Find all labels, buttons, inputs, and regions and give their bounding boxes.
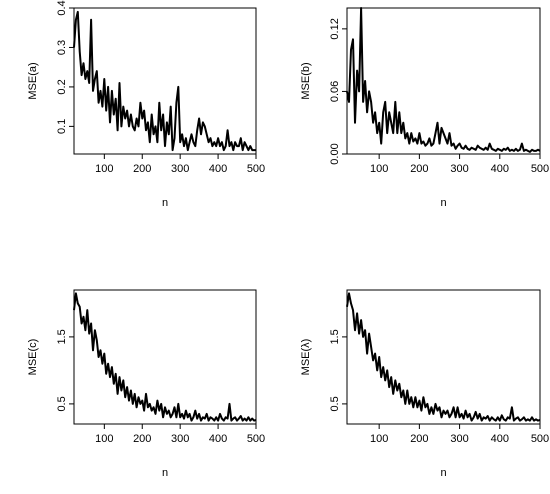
y-axis-title: MSE(b)	[300, 62, 312, 99]
x-tick-label: 400	[209, 163, 227, 175]
x-axis-title: n	[440, 467, 446, 479]
x-tick-label: 200	[410, 433, 428, 445]
plot-frame	[73, 289, 257, 425]
y-tick-label: 0.00	[329, 143, 341, 164]
y-tick-label: 0.5	[329, 396, 341, 411]
y-tick-label: 1.5	[329, 329, 341, 344]
series-line	[346, 7, 541, 153]
y-tick-label: 0.5	[56, 396, 68, 411]
y-axis-title: MSE(λ)	[300, 339, 312, 376]
x-tick-label: 100	[95, 433, 113, 445]
y-tick-label: 0.2	[56, 79, 68, 94]
y-tick-label: 0.4	[56, 0, 68, 15]
y-tick-label: 0.12	[329, 18, 341, 39]
x-tick-label: 300	[450, 433, 468, 445]
x-tick-label: 300	[171, 433, 189, 445]
plot-frame	[346, 7, 541, 155]
x-tick-label: 400	[209, 433, 227, 445]
y-tick-label: 1.5	[56, 329, 68, 344]
plot-frame	[346, 289, 541, 425]
x-tick-label: 400	[491, 163, 509, 175]
x-tick-label: 300	[171, 163, 189, 175]
x-tick-label: 100	[370, 433, 388, 445]
y-tick-label: 0.06	[329, 81, 341, 102]
x-tick-label: 500	[531, 433, 549, 445]
x-tick-label: 500	[531, 163, 549, 175]
x-tick-label: 400	[491, 433, 509, 445]
x-axis-title: n	[162, 467, 168, 479]
chart-panel-bottom-right: 100 200 300 400 500 0.5 1.5 n MSE(λ)	[300, 289, 549, 479]
x-tick-label: 100	[370, 163, 388, 175]
chart-panel-bottom-left: 100 200 300 400 500 0.5 1.5 n MSE(c)	[27, 289, 265, 479]
plot-frame	[73, 7, 257, 155]
x-tick-label: 300	[450, 163, 468, 175]
chart-panel-top-left: 100 200 300 400 500 0.1 0.2 0.3 0.4 n MSE(a)	[27, 0, 265, 209]
x-tick-label: 500	[247, 163, 265, 175]
y-tick-label: 0.3	[56, 40, 68, 55]
x-tick-label: 500	[247, 433, 265, 445]
series-line	[73, 292, 257, 422]
series-line	[346, 292, 541, 422]
y-axis-title: MSE(a)	[27, 62, 39, 99]
y-tick-label: 0.1	[56, 119, 68, 134]
x-tick-label: 200	[410, 163, 428, 175]
x-axis-title: n	[440, 197, 446, 209]
x-tick-label: 200	[133, 163, 151, 175]
x-tick-label: 100	[95, 163, 113, 175]
chart-panel-top-right: 100 200 300 400 500 0.00 0.06 0.12 n MSE(b)	[300, 7, 549, 209]
x-axis-title: n	[162, 197, 168, 209]
y-axis-title: MSE(c)	[27, 339, 39, 376]
x-tick-label: 200	[133, 433, 151, 445]
series-line	[73, 10, 256, 152]
